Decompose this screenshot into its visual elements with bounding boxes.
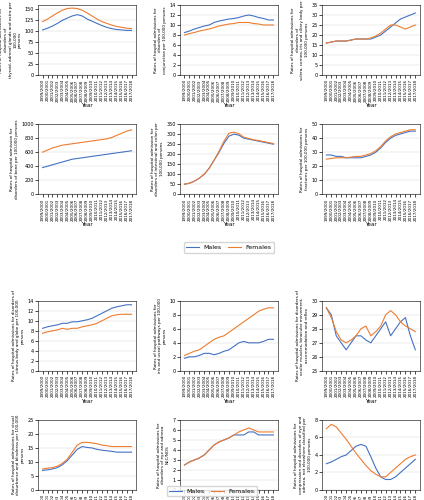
Y-axis label: Rates of hospital admissions for disorders of
ocular muscles, binocular movement: Rates of hospital admissions for disorde… bbox=[296, 290, 309, 382]
X-axis label: Year: Year bbox=[365, 103, 377, 108]
Y-axis label: Rates of hospital admission for
disorders of bone per 100,000 persons: Rates of hospital admission for disorder… bbox=[10, 120, 19, 199]
X-axis label: Year: Year bbox=[365, 222, 377, 227]
X-axis label: Year: Year bbox=[223, 399, 235, 404]
X-axis label: Year: Year bbox=[223, 222, 235, 227]
Legend: Males, Females: Males, Females bbox=[167, 486, 257, 496]
X-axis label: Year: Year bbox=[81, 222, 93, 227]
X-axis label: Year: Year bbox=[365, 399, 377, 404]
Y-axis label: Rates of hospital admissions for disorders of
conjunctiva per 100,000 persons: Rates of hospital admissions for disorde… bbox=[153, 6, 167, 74]
Y-axis label: Rates of hospital admissions for
disorders of eye and adnexa
NEC/NOS: Rates of hospital admissions for disorde… bbox=[157, 422, 170, 488]
Y-axis label: Rates of hospital admissions for disorders of
sclera, cornea, iris and ciliary b: Rates of hospital admissions for disorde… bbox=[291, 0, 309, 80]
Legend: Males, Females: Males, Females bbox=[184, 242, 274, 252]
Y-axis label: Rates of hospital admissions for
iris and uveal pathways per 100,000
persons: Rates of hospital admissions for iris an… bbox=[153, 298, 167, 374]
X-axis label: Year: Year bbox=[223, 103, 235, 108]
Y-axis label: Rates of hospital admissions for visual
disturbance and blindness per 100,000
pe: Rates of hospital admissions for visual … bbox=[12, 415, 25, 495]
Y-axis label: Rates of hospital admissions for disorders of
vitrous body and globe per 100,000: Rates of hospital admissions for disorde… bbox=[12, 290, 25, 382]
Y-axis label: Rates of hospital admissions for
compression and disorders of eye and
adnexa, no: Rates of hospital admissions for compres… bbox=[294, 416, 312, 494]
Y-axis label: Rates of hospital admissions for disorders of
thyroid, adrenal glands and extra : Rates of hospital admissions for disorde… bbox=[0, 2, 22, 78]
X-axis label: Year: Year bbox=[81, 103, 93, 108]
Y-axis label: Rates of hospital admissions for
fractures per 100,000 persons: Rates of hospital admissions for fractur… bbox=[300, 126, 309, 192]
X-axis label: Year: Year bbox=[81, 399, 93, 404]
Y-axis label: Rates of hospital admission for
disorders of intestinal and colon per
100,000 pe: Rates of hospital admission for disorder… bbox=[151, 122, 164, 196]
